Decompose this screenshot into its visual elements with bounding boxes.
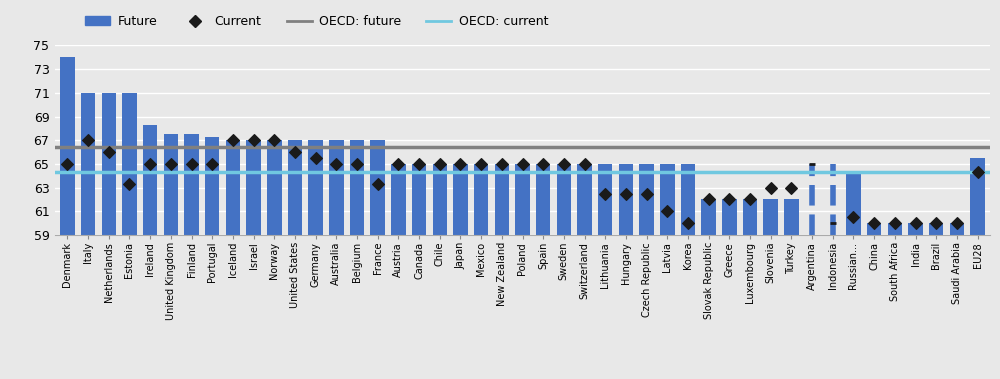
Point [659,208,675,215]
Bar [474,164,488,235]
Point [908,220,924,226]
Legend: Future, Current, OECD: future, OECD: current: Future, Current, OECD: future, OECD: cur… [80,10,553,33]
Point [204,161,220,167]
Bar [743,199,757,235]
Point [121,181,137,187]
Point [101,149,117,155]
Point [308,155,324,161]
Point [411,161,427,167]
Point [639,191,655,197]
Bar [453,164,468,235]
Bar [60,57,75,235]
Bar [577,164,592,235]
Bar [515,164,530,235]
Bar [288,140,302,235]
Bar [763,199,778,235]
Point [328,161,344,167]
Bar [701,199,716,235]
Point [970,169,986,175]
Point [163,161,179,167]
Bar [391,164,406,235]
Point [763,185,779,191]
Bar [102,93,116,235]
Bar [536,164,550,235]
Point [184,161,200,167]
Bar [846,172,861,235]
Point [80,137,96,143]
Point [514,161,530,167]
Bar [929,223,943,235]
Bar [370,140,385,235]
Point [142,161,158,167]
Point [845,214,861,220]
Point [577,161,593,167]
Bar [950,223,964,235]
Bar [329,140,344,235]
Bar [722,199,737,235]
Bar [267,140,282,235]
Point [887,220,903,226]
Bar [350,140,364,235]
Bar [639,164,654,235]
Bar [681,164,695,235]
Point [266,137,282,143]
Bar [908,223,923,235]
Point [949,220,965,226]
Bar [867,223,881,235]
Bar [308,140,323,235]
Point [866,220,882,226]
Bar [246,140,261,235]
Bar [598,164,612,235]
Bar [433,164,447,235]
Point [452,161,468,167]
Point [597,191,613,197]
Point [390,161,406,167]
Bar [970,158,985,235]
Point [721,196,737,202]
Bar [495,164,509,235]
Bar [557,164,571,235]
Point [928,220,944,226]
Bar [226,140,240,235]
Point [494,161,510,167]
Point [742,196,758,202]
Point [225,137,241,143]
Point [535,161,551,167]
Bar [143,125,157,235]
Bar [784,199,799,235]
Bar [619,164,633,235]
Bar [122,93,137,235]
Point [432,161,448,167]
Point [370,181,386,187]
Bar [412,164,426,235]
Point [556,161,572,167]
Point [349,161,365,167]
Point [783,185,799,191]
Point [246,137,262,143]
Point [701,196,717,202]
Bar [888,223,902,235]
Bar [164,134,178,235]
Point [287,149,303,155]
Point [59,161,75,167]
Point [618,191,634,197]
Point [473,161,489,167]
Bar [184,134,199,235]
Bar [81,93,95,235]
Point [680,220,696,226]
Bar [660,164,675,235]
Bar [205,137,219,235]
